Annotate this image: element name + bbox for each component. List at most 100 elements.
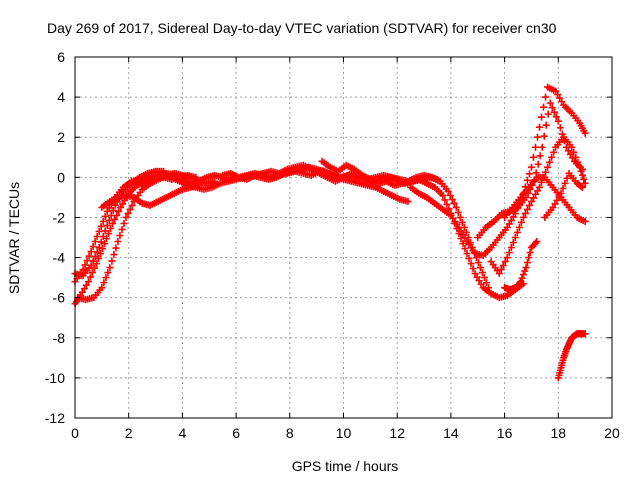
data-point xyxy=(103,221,111,229)
data-point xyxy=(531,143,539,151)
data-point xyxy=(525,201,533,209)
data-point xyxy=(524,189,532,197)
data-point xyxy=(465,255,473,263)
data-point xyxy=(558,98,566,106)
series-arc-15 xyxy=(501,238,541,294)
data-point xyxy=(538,113,546,121)
data-point xyxy=(450,199,458,207)
data-point xyxy=(529,194,537,202)
data-point xyxy=(100,279,108,287)
x-tick-label: 14 xyxy=(443,425,459,441)
data-point xyxy=(459,230,467,238)
data-point xyxy=(544,110,552,118)
data-point xyxy=(505,249,513,257)
data-point xyxy=(515,223,523,231)
data-point xyxy=(542,121,550,129)
data-point xyxy=(581,179,589,187)
y-tick-label: 6 xyxy=(57,49,65,65)
data-point xyxy=(84,278,92,286)
data-point xyxy=(518,274,526,282)
data-point xyxy=(552,113,560,121)
data-point xyxy=(441,196,449,204)
series-arc-12 xyxy=(487,133,589,278)
data-point xyxy=(523,259,531,267)
data-point xyxy=(87,248,95,256)
data-point xyxy=(523,205,531,213)
x-tick-label: 8 xyxy=(286,425,294,441)
data-point xyxy=(446,191,454,199)
data-point xyxy=(538,143,546,151)
data-point xyxy=(104,269,112,277)
data-point xyxy=(563,174,571,182)
data-point xyxy=(525,170,533,178)
data-point xyxy=(118,225,126,233)
data-point xyxy=(577,182,585,190)
data-point xyxy=(581,217,589,225)
data-point xyxy=(478,269,486,277)
data-point xyxy=(98,284,106,292)
data-point xyxy=(99,232,107,240)
data-point xyxy=(517,218,525,226)
data-point xyxy=(101,227,109,235)
data-point xyxy=(527,163,535,171)
data-point xyxy=(97,238,105,246)
series-arc-16 xyxy=(554,330,589,382)
y-tick-label: -10 xyxy=(45,370,65,386)
data-point xyxy=(534,160,542,168)
y-tick-label: -6 xyxy=(53,290,66,306)
x-tick-label: 0 xyxy=(71,425,79,441)
data-point xyxy=(115,207,123,215)
data-point xyxy=(108,257,116,265)
data-point xyxy=(525,254,533,262)
data-point xyxy=(519,213,527,221)
data-point xyxy=(513,228,521,236)
data-point xyxy=(559,184,567,192)
y-tick-label: 2 xyxy=(57,129,65,145)
x-tick-label: 10 xyxy=(336,425,352,441)
data-point xyxy=(577,167,585,175)
series-arc-10 xyxy=(407,83,589,260)
data-point xyxy=(515,279,523,287)
data-point xyxy=(555,193,563,201)
data-point xyxy=(83,257,91,265)
data-point xyxy=(523,176,531,184)
data-point xyxy=(126,205,134,213)
data-point xyxy=(452,203,460,211)
y-axis-label: SDTVAR / TECUs xyxy=(6,181,22,295)
data-point xyxy=(457,227,465,235)
x-tick-label: 6 xyxy=(232,425,240,441)
data-point xyxy=(120,219,128,227)
data-point xyxy=(529,153,537,161)
data-point xyxy=(455,223,463,231)
data-point xyxy=(474,259,482,267)
data-point xyxy=(546,158,554,166)
data-point xyxy=(477,280,485,288)
data-point xyxy=(517,278,525,286)
data-point xyxy=(85,252,93,260)
data-point xyxy=(99,245,107,253)
y-tick-label: -2 xyxy=(53,209,66,225)
data-point xyxy=(554,91,562,99)
data-point xyxy=(110,251,118,259)
data-point xyxy=(89,243,97,251)
data-point xyxy=(511,234,519,241)
data-point xyxy=(439,191,447,199)
data-point xyxy=(507,216,515,224)
data-point xyxy=(88,269,96,277)
data-point xyxy=(581,129,589,137)
data-point xyxy=(499,262,507,270)
x-tick-label: 20 xyxy=(604,425,620,441)
data-point xyxy=(578,171,586,179)
data-point xyxy=(501,258,509,266)
data-point xyxy=(495,270,503,278)
data-point xyxy=(570,148,578,156)
data-point xyxy=(482,279,490,287)
data-point xyxy=(505,220,513,228)
data-point xyxy=(564,147,572,155)
data-point xyxy=(561,179,569,187)
data-point xyxy=(476,264,484,272)
data-point xyxy=(97,222,105,230)
data-point xyxy=(509,239,517,247)
data-point xyxy=(444,187,452,195)
data-point xyxy=(574,158,582,166)
